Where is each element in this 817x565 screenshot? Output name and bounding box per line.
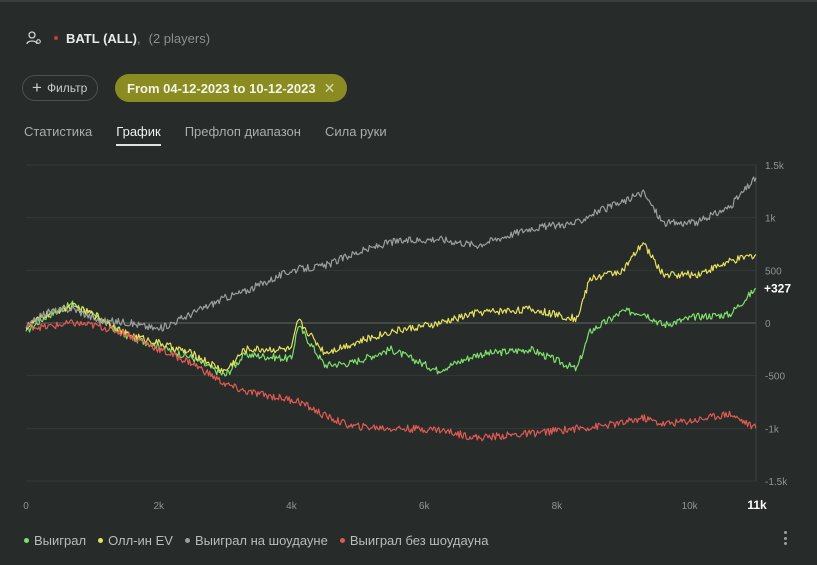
date-range-chip[interactable]: From 04-12-2023 to 10-12-2023 ✕	[115, 74, 348, 102]
tab-graph[interactable]: График	[116, 124, 161, 146]
player-count: (2 players)	[148, 30, 211, 46]
status-dot	[54, 36, 58, 40]
y-tick-label: -500	[765, 372, 785, 383]
window-top-border	[0, 0, 817, 2]
player-settings-icon[interactable]	[26, 30, 42, 46]
x-tick-label: 6k	[419, 501, 431, 512]
legend-item-won-at-showdown[interactable]: Выиграл на шоудауне	[184, 533, 328, 548]
tab-preflop-range[interactable]: Префлоп диапазон	[184, 124, 301, 139]
y-tick-label: -1k	[765, 424, 780, 435]
close-icon[interactable]: ✕	[323, 79, 336, 96]
date-range-label: From 04-12-2023 to 10-12-2023	[127, 80, 316, 96]
player-title: BATL (ALL)	[66, 30, 137, 46]
x-tick-label: 0	[23, 501, 29, 512]
tab-hand-strength[interactable]: Сила руки	[324, 124, 387, 139]
legend-item-allin-ev[interactable]: Олл-ин EV	[98, 533, 173, 548]
chart-legend: Выиграл Олл-ин EV Выиграл на шоудауне Вы…	[24, 533, 500, 548]
dot	[783, 536, 787, 540]
plus-icon: +	[32, 78, 42, 97]
x-tick-label: 2k	[153, 501, 165, 512]
x-tick-label: 4k	[286, 501, 298, 512]
legend-swatch	[98, 538, 104, 543]
legend-swatch	[184, 538, 190, 543]
legend-label: Выиграл	[34, 533, 87, 548]
y-tick-label: -1.5k	[765, 477, 788, 488]
dot	[783, 542, 787, 545]
legend-item-won-without-showdown[interactable]: Выиграл без шоудауна	[339, 533, 489, 548]
session-header: BATL (ALL), (2 players)	[26, 28, 210, 48]
x-tick-label: 8k	[552, 501, 564, 512]
x-tick-label: 10k	[682, 501, 699, 512]
y-tick-label: 0	[765, 319, 771, 330]
tab-bar: Статистика График Префлоп диапазон Сила …	[24, 124, 411, 146]
more-options-icon[interactable]	[780, 530, 790, 546]
legend-swatch	[24, 538, 29, 543]
series-line	[25, 242, 757, 373]
y-tick-label: 1k	[765, 214, 777, 225]
legend-swatch	[339, 538, 345, 543]
legend-label: Олл-ин EV	[108, 533, 173, 548]
legend-item-won[interactable]: Выиграл	[24, 533, 86, 548]
x-max-label: 11k	[747, 498, 767, 512]
legend-label: Выиграл на шоудауне	[194, 533, 328, 548]
y-tick-label: 1.5k	[765, 161, 785, 172]
filter-button[interactable]: + Фильтр	[22, 75, 99, 101]
end-value-label: +327	[764, 282, 791, 296]
filter-label: Фильтр	[46, 81, 88, 95]
y-tick-label: 500	[765, 266, 782, 277]
series-line	[25, 176, 757, 332]
results-chart[interactable]: 1.5k 1k 500 0 -500 -1k -1.5k 0 2k 4k 6k 8k 10k 11k +32…	[0, 150, 817, 520]
dot	[783, 531, 787, 534]
legend-label: Выиграл без шоудауна	[349, 533, 489, 548]
title-separator: ,	[137, 30, 141, 46]
series-line	[25, 319, 757, 442]
tab-statistics[interactable]: Статистика	[24, 124, 93, 139]
